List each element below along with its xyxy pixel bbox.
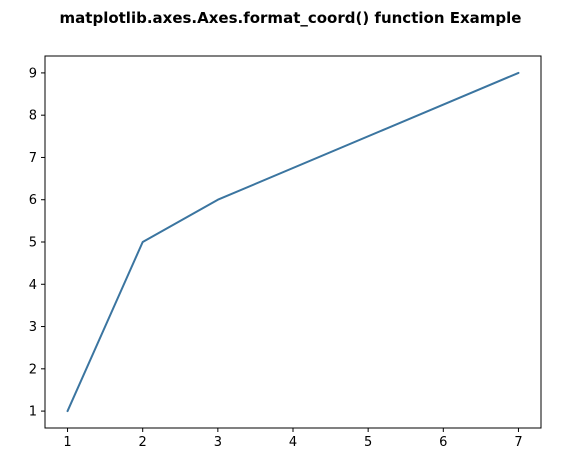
series-line [66,71,520,413]
y-tick-label: 3 [29,320,37,335]
x-tick-label: 2 [139,435,147,450]
x-tick-label: 6 [439,435,447,450]
x-tick-label: 5 [364,435,372,450]
y-tick-label: 7 [29,151,37,166]
y-tick-label: 2 [29,362,37,377]
x-axis-ticks: 1 2 3 4 5 6 7 [63,428,523,450]
x-tick-label: 7 [514,435,522,450]
y-tick-label: 5 [29,236,37,251]
axes-frame [44,55,542,429]
x-tick-label: 3 [214,435,222,450]
y-tick-label: 8 [29,109,37,124]
x-tick-label: 1 [63,435,71,450]
x-tick-label: 4 [289,435,297,450]
y-tick-label: 9 [29,66,37,81]
y-tick-label: 4 [29,278,37,293]
y-axis-ticks: 1 2 3 4 5 6 7 8 9 [29,66,45,420]
y-tick-label: 1 [29,405,37,420]
y-tick-label: 6 [29,193,37,208]
chart-title: matplotlib.axes.Axes.format_coord() func… [59,9,522,27]
